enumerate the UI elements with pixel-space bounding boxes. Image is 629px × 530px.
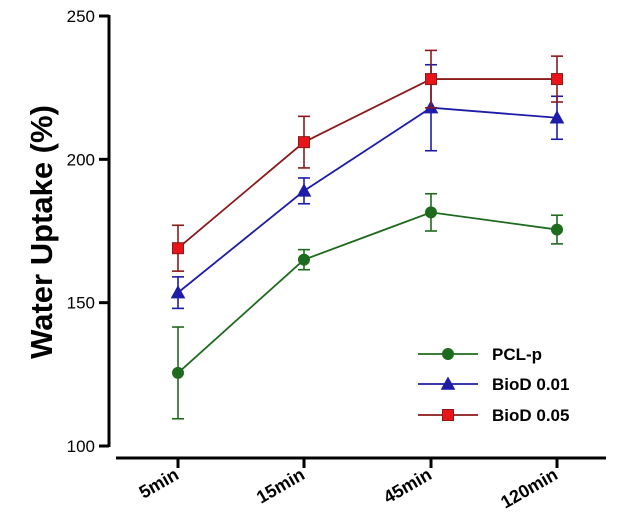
data-point-pcl-p-15min (298, 253, 310, 266)
legend: PCL-p BioD 0.01 BioD 0.05 (418, 345, 569, 425)
data-point-pcl-p-45min (425, 206, 437, 219)
y-tick-label: 250 (67, 7, 95, 26)
data-point-biod-0-01-15min (296, 183, 312, 197)
y-tick-label: 150 (67, 294, 95, 313)
data-point-biod-0-05-45min (425, 73, 437, 86)
x-tick-label-15min: 15min (253, 464, 308, 507)
data-point-biod-0-05-15min (298, 136, 310, 149)
series-biod-0-01 (170, 63, 565, 310)
data-point-pcl-p-120min (551, 223, 563, 236)
y-tick-label: 100 (67, 437, 95, 456)
series-line-biod-0-01 (177, 106, 558, 294)
series-line-pcl-p (177, 211, 558, 374)
legend-marker-biod-0-05 (442, 409, 454, 421)
data-point-biod-0-01-120min (549, 110, 565, 124)
data-point-biod-0-05-120min (551, 73, 563, 86)
x-tick-label-120min: 120min (497, 464, 561, 512)
legend-item-pcl-p: PCL-p (418, 345, 542, 364)
data-point-pcl-p-5min (172, 366, 184, 379)
x-tick-label-45min: 45min (380, 464, 435, 507)
legend-label-biod-0-01: BioD 0.01 (492, 375, 569, 394)
legend-item-biod-0-05: BioD 0.05 (418, 406, 569, 425)
legend-label-biod-0-05: BioD 0.05 (492, 406, 569, 425)
data-point-biod-0-05-5min (172, 242, 184, 255)
legend-marker-pcl-p (442, 348, 454, 360)
series-biod-0-05 (172, 49, 563, 272)
x-tick-label-5min: 5min (136, 464, 182, 502)
y-axis-title: Water Uptake (%) (24, 105, 59, 359)
series-line-biod-0-05 (177, 78, 557, 249)
series-pcl-p (172, 192, 563, 420)
y-tick-label: 200 (67, 150, 95, 169)
data-point-biod-0-01-5min (170, 285, 186, 299)
legend-label-pcl-p: PCL-p (492, 345, 542, 364)
legend-marker-biod-0-01 (440, 376, 456, 390)
legend-item-biod-0-01: BioD 0.01 (418, 375, 569, 394)
